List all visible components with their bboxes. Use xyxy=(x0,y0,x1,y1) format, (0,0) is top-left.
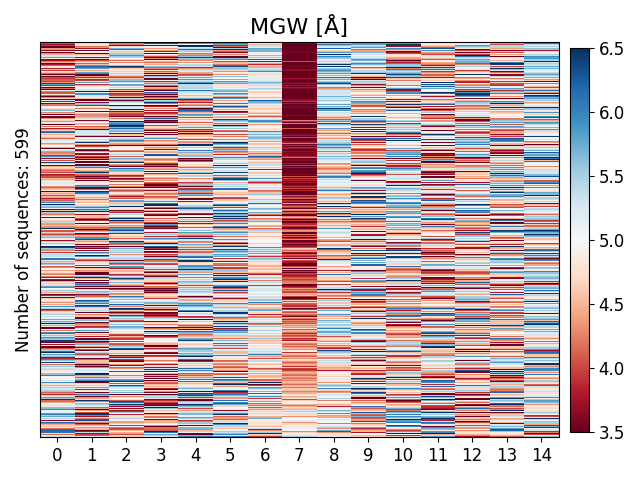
Y-axis label: Number of sequences: 599: Number of sequences: 599 xyxy=(15,127,33,352)
Title: MGW [Å]: MGW [Å] xyxy=(250,15,348,38)
